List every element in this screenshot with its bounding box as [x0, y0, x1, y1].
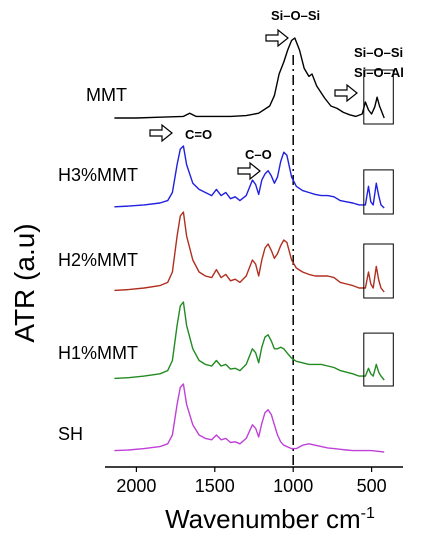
- inset-box-h2-mmt: [363, 243, 394, 299]
- arrow-icon: [265, 28, 289, 48]
- series-label-h1: H1%MMT: [58, 343, 138, 363]
- annotation-si-o-si-inset: Si–O–Si: [354, 45, 403, 60]
- x-axis-title-superscript: -1: [361, 505, 375, 522]
- arrow-icon: [237, 161, 261, 181]
- inset-box-mmt: [363, 69, 394, 125]
- x-tick-label: 1000: [273, 476, 313, 496]
- series-line-mmt: [114, 37, 385, 119]
- series-group: [114, 37, 385, 453]
- series-line-h1-mmt: [114, 301, 385, 381]
- inset-box-h3-mmt: [363, 169, 394, 215]
- x-axis-title: Wavenumber cm-1: [165, 504, 375, 534]
- series-line-sh: [114, 383, 385, 453]
- series-label-h2: H2%MMT: [58, 250, 138, 270]
- arrow-icon: [149, 123, 173, 143]
- annotation-c-o-single: C–O: [245, 147, 272, 162]
- series-label-h3: H3%MMT: [58, 165, 138, 185]
- annotation-si-o-si-main: Si–O–Si: [271, 8, 320, 23]
- annotation-si-o-al-inset: Si–O–Al: [354, 65, 404, 80]
- x-tick-label: 2000: [116, 476, 156, 496]
- x-tick-label: 500: [357, 476, 387, 496]
- series-label-mmt: MMT: [86, 85, 127, 105]
- series-line-h2-mmt: [114, 211, 385, 293]
- series-label-sh: SH: [58, 424, 83, 444]
- inset-box-group: [363, 69, 394, 387]
- x-tick-label: 1500: [195, 476, 235, 496]
- inset-box-h1-mmt: [363, 332, 394, 387]
- x-tick-group: 2000 1500 1000 500: [116, 467, 387, 496]
- series-line-h3-mmt: [114, 145, 385, 209]
- annotation-c-o-double: C=O: [185, 127, 212, 142]
- arrow-icon: [334, 83, 358, 103]
- x-axis-title-text: Wavenumber cm: [165, 504, 361, 534]
- y-axis-title: ATR (a.u): [9, 223, 40, 342]
